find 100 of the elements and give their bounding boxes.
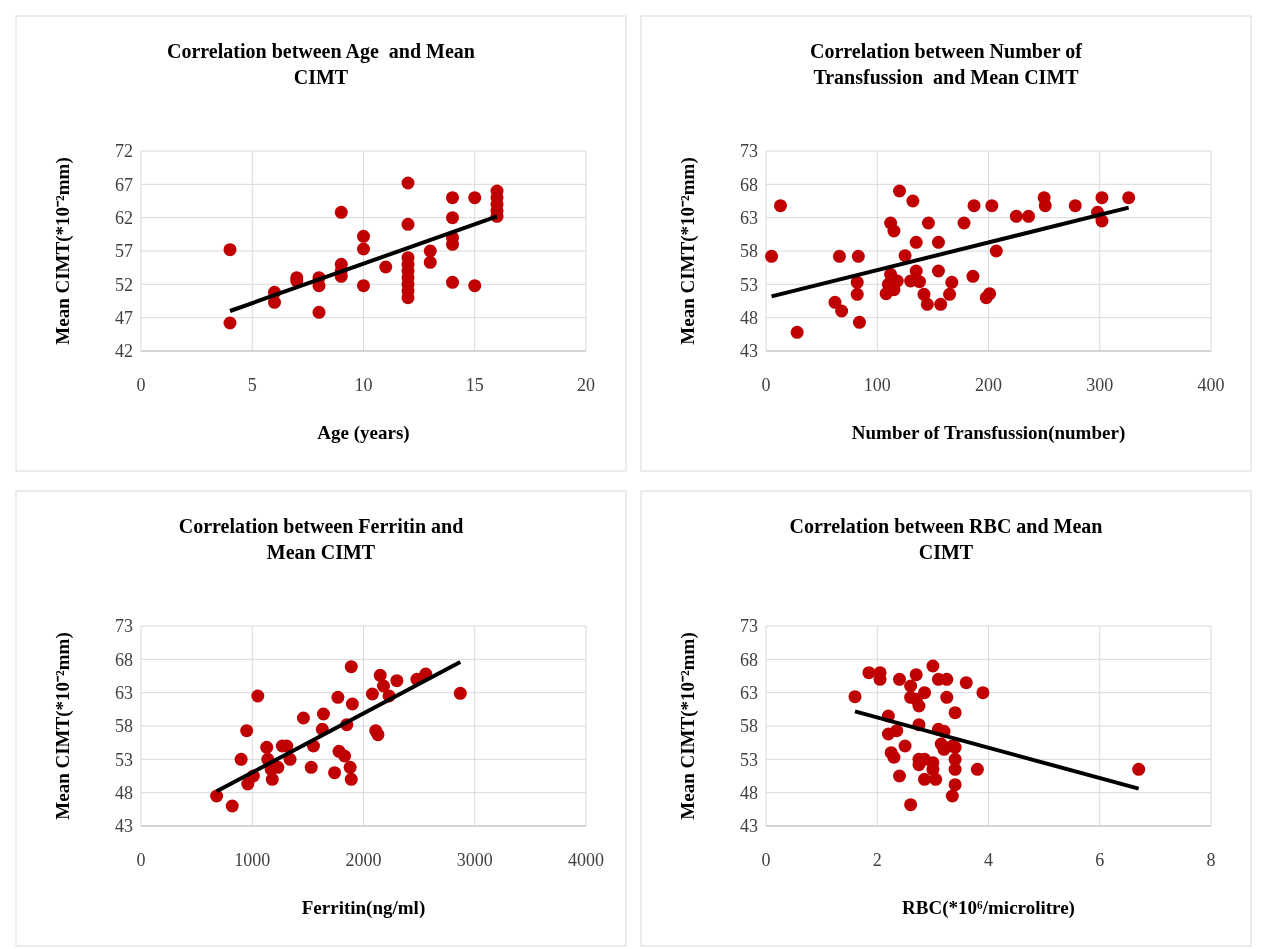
- point: [365, 687, 379, 701]
- point: [904, 679, 918, 693]
- x-tick-label: 0: [136, 375, 146, 395]
- point: [240, 724, 254, 738]
- point: [390, 674, 404, 688]
- y-tick-label: 72: [115, 141, 133, 162]
- point: [304, 760, 318, 774]
- point: [931, 264, 945, 278]
- point: [909, 235, 923, 249]
- point: [890, 724, 904, 738]
- point: [296, 711, 310, 725]
- y-tick-label: 53: [115, 749, 133, 770]
- point: [920, 297, 934, 311]
- x-tick-label: 15: [465, 375, 484, 395]
- y-tick-label: 58: [115, 716, 133, 737]
- x-tick-label: 8: [1206, 850, 1216, 870]
- point: [1038, 199, 1052, 213]
- point: [401, 217, 415, 231]
- y-tick-label: 58: [740, 716, 758, 737]
- point: [862, 666, 876, 680]
- point: [468, 191, 482, 205]
- point: [251, 689, 265, 703]
- chart-title: Correlation between RBC and Mean CIMT: [789, 515, 1103, 563]
- point: [401, 176, 415, 190]
- point: [446, 191, 459, 205]
- point: [225, 799, 239, 813]
- point: [357, 242, 370, 256]
- y-axis-title: Mean CIMT(*10⁻²mm): [677, 632, 699, 820]
- y-tick-label: 67: [115, 174, 133, 195]
- point: [234, 752, 248, 766]
- y-axis-title: Mean CIMT(*10⁻²mm): [52, 632, 74, 820]
- y-tick-label: 48: [115, 782, 133, 803]
- point: [210, 789, 224, 803]
- x-tick-label: 200: [975, 375, 1002, 395]
- point: [985, 199, 999, 213]
- point: [893, 184, 906, 198]
- point: [1122, 191, 1136, 205]
- x-tick-label: 300: [1086, 375, 1114, 395]
- point: [453, 686, 467, 700]
- y-tick-label: 63: [740, 207, 758, 228]
- point: [357, 279, 370, 293]
- x-axis-title: Number of Transfussion(number): [851, 422, 1126, 444]
- point: [848, 690, 862, 704]
- y-tick-label: 48: [740, 307, 758, 328]
- point: [970, 762, 984, 776]
- point: [373, 668, 387, 682]
- point: [832, 249, 846, 263]
- x-tick-label: 10: [354, 375, 373, 395]
- point: [989, 244, 1003, 258]
- y-tick-label: 43: [115, 816, 133, 837]
- point: [948, 778, 962, 792]
- point: [918, 772, 932, 786]
- x-tick-label: 4: [984, 850, 993, 870]
- point: [423, 255, 437, 269]
- chart-title: Correlation between Age and Mean CIMT: [167, 40, 475, 88]
- point: [904, 798, 918, 812]
- point: [966, 269, 980, 283]
- point: [468, 279, 482, 293]
- point: [929, 772, 943, 786]
- point: [379, 260, 393, 274]
- point: [957, 216, 971, 230]
- point: [334, 205, 348, 219]
- point: [909, 264, 923, 278]
- point: [851, 249, 865, 263]
- point: [316, 707, 330, 721]
- x-tick-label: 2: [872, 850, 882, 870]
- point: [887, 224, 901, 238]
- point: [223, 243, 237, 257]
- point: [765, 249, 779, 263]
- x-tick-label: 5: [247, 375, 257, 395]
- point: [906, 194, 920, 208]
- point: [344, 660, 358, 674]
- point: [898, 739, 912, 753]
- point: [1022, 209, 1036, 223]
- point: [446, 211, 459, 225]
- y-tick-label: 58: [740, 241, 758, 262]
- y-tick-label: 48: [740, 782, 758, 803]
- point: [945, 275, 959, 289]
- point: [976, 686, 990, 700]
- x-tick-label: 100: [863, 375, 891, 395]
- chart-title: Correlation between Ferritin and Mean CIMT: [178, 515, 464, 563]
- point: [790, 325, 804, 339]
- point: [893, 769, 906, 783]
- point: [934, 297, 948, 311]
- point: [940, 672, 954, 686]
- point: [940, 690, 954, 704]
- y-axis-title: Mean CIMT(*10⁻²mm): [52, 157, 74, 345]
- y-tick-label: 53: [740, 749, 758, 770]
- x-tick-label: 400: [1197, 375, 1225, 395]
- point: [931, 235, 945, 249]
- point: [1068, 199, 1082, 213]
- point: [446, 275, 459, 289]
- point: [312, 305, 326, 319]
- point: [898, 249, 912, 263]
- point: [1095, 191, 1109, 205]
- point: [912, 699, 926, 713]
- point: [338, 749, 352, 763]
- point: [959, 676, 973, 690]
- point: [271, 760, 285, 774]
- x-axis-title: Age (years): [317, 422, 410, 444]
